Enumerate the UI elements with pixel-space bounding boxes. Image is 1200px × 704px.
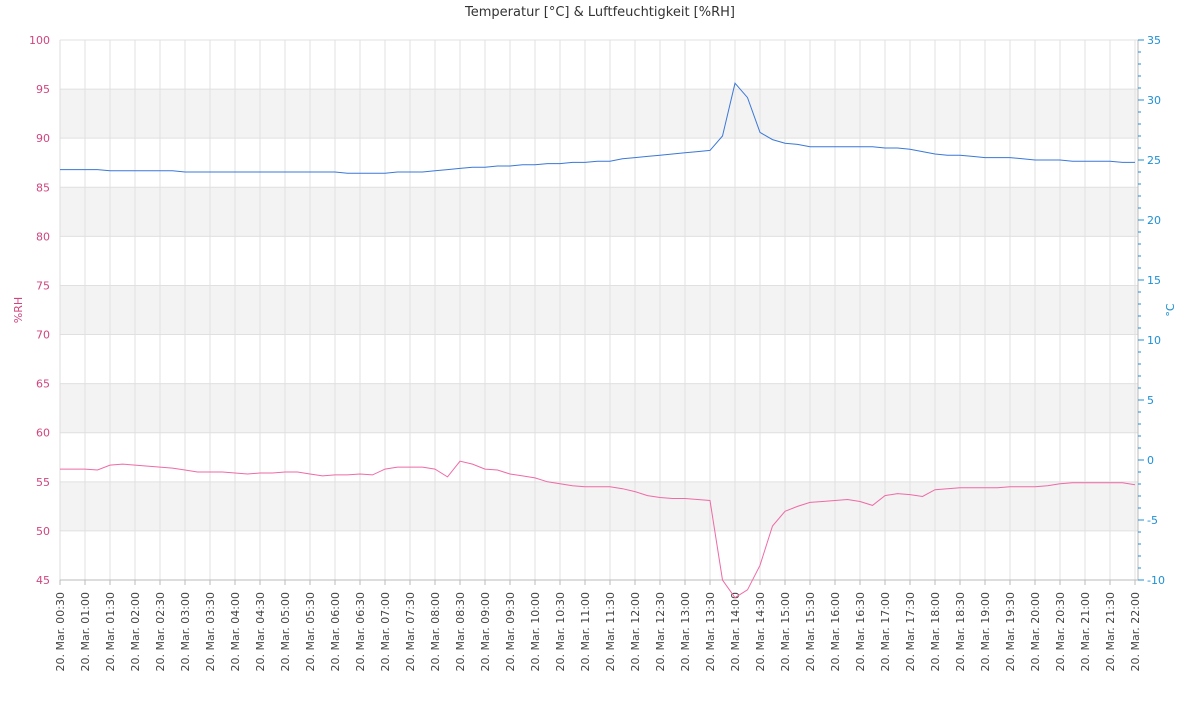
x-tick-label: 20. Mar. 06:00: [329, 592, 342, 671]
grid-band: [60, 89, 1138, 139]
x-tick-label: 20. Mar. 05:30: [304, 592, 317, 671]
x-tick-label: 20. Mar. 19:30: [1004, 592, 1017, 671]
x-tick-label: 20. Mar. 03:30: [204, 592, 217, 671]
y2-tick-label: 5: [1147, 394, 1154, 407]
x-tick-label: 20. Mar. 16:30: [854, 592, 867, 671]
y-tick-label: 60: [36, 427, 50, 440]
x-tick-label: 20. Mar. 09:30: [504, 592, 517, 671]
x-tick-label: 20. Mar. 01:00: [79, 592, 92, 671]
y2-tick-label: 15: [1147, 274, 1161, 287]
y-axis-label: %RH: [12, 297, 25, 323]
grid-band: [60, 481, 1138, 531]
y-tick-label: 90: [36, 132, 50, 145]
x-tick-label: 20. Mar. 07:30: [404, 592, 417, 671]
x-tick-label: 20. Mar. 15:30: [804, 592, 817, 671]
x-tick-label: 20. Mar. 10:00: [529, 592, 542, 671]
y2-tick-label: 10: [1147, 334, 1161, 347]
x-tick-label: 20. Mar. 01:30: [104, 592, 117, 671]
x-tick-label: 20. Mar. 09:00: [479, 592, 492, 671]
x-tick-label: 20. Mar. 21:30: [1104, 592, 1117, 671]
x-tick-label: 20. Mar. 20:30: [1054, 592, 1067, 671]
x-tick-label: 20. Mar. 08:00: [429, 592, 442, 671]
data-line: [60, 460, 1136, 599]
y-tick-label: 75: [36, 279, 50, 292]
x-tick-label: 20. Mar. 04:00: [229, 592, 242, 671]
x-tick-label: 20. Mar. 22:00: [1129, 592, 1142, 671]
x-tick-label: 20. Mar. 14:00: [729, 592, 742, 671]
x-tick-label: 20. Mar. 17:00: [879, 592, 892, 671]
x-tick-label: 20. Mar. 14:30: [754, 592, 767, 671]
x-tick-label: 20. Mar. 08:30: [454, 592, 467, 671]
y2-tick-label: -10: [1147, 574, 1165, 587]
chart-title: Temperatur [°C] & Luftfeuchtigkeit [%RH]: [464, 5, 735, 20]
y-tick-label: 55: [36, 476, 50, 489]
y2-tick-label: 35: [1147, 34, 1161, 47]
x-tick-label: 20. Mar. 06:30: [354, 592, 367, 671]
y2-tick-label: 30: [1147, 94, 1161, 107]
x-tick-label: 20. Mar. 11:30: [604, 592, 617, 671]
y-tick-label: 85: [36, 181, 50, 194]
y-tick-label: 100: [29, 34, 50, 47]
x-tick-label: 20. Mar. 17:30: [904, 592, 917, 671]
x-tick-label: 20. Mar. 21:00: [1079, 592, 1092, 671]
x-tick-label: 20. Mar. 12:00: [629, 592, 642, 671]
y-tick-label: 95: [36, 83, 50, 96]
y-tick-label: 80: [36, 230, 50, 243]
x-tick-label: 20. Mar. 07:00: [379, 592, 392, 671]
x-tick-label: 20. Mar. 10:30: [554, 592, 567, 671]
x-tick-label: 20. Mar. 02:00: [129, 592, 142, 671]
x-tick-label: 20. Mar. 18:00: [929, 592, 942, 671]
x-tick-label: 20. Mar. 03:00: [179, 592, 192, 671]
x-tick-label: 20. Mar. 04:30: [254, 592, 267, 671]
x-tick-label: 20. Mar. 05:00: [279, 592, 292, 671]
y-tick-label: 45: [36, 574, 50, 587]
x-tick-label: 20. Mar. 18:30: [954, 592, 967, 671]
x-tick-label: 20. Mar. 20:00: [1029, 592, 1042, 671]
grid-band: [60, 285, 1138, 335]
grid-band: [60, 187, 1138, 237]
y-tick-label: 50: [36, 525, 50, 538]
x-tick-label: 20. Mar. 00:30: [54, 592, 67, 671]
x-tick-label: 20. Mar. 19:00: [979, 592, 992, 671]
x-tick-label: 20. Mar. 13:00: [679, 592, 692, 671]
y-tick-label: 70: [36, 329, 50, 342]
x-tick-label: 20. Mar. 12:30: [654, 592, 667, 671]
x-tick-label: 20. Mar. 11:00: [579, 592, 592, 671]
x-tick-label: 20. Mar. 16:00: [829, 592, 842, 671]
y2-tick-label: 0: [1147, 454, 1154, 467]
x-tick-label: 20. Mar. 02:30: [154, 592, 167, 671]
y2-axis-label: °C: [1164, 303, 1177, 317]
x-tick-label: 20. Mar. 15:00: [779, 592, 792, 671]
y2-tick-label: -5: [1147, 514, 1158, 527]
y-tick-label: 65: [36, 378, 50, 391]
y2-tick-label: 25: [1147, 154, 1161, 167]
grid-band: [60, 383, 1138, 433]
x-tick-label: 20. Mar. 13:30: [704, 592, 717, 671]
y2-tick-label: 20: [1147, 214, 1161, 227]
data-line: [60, 82, 1135, 174]
